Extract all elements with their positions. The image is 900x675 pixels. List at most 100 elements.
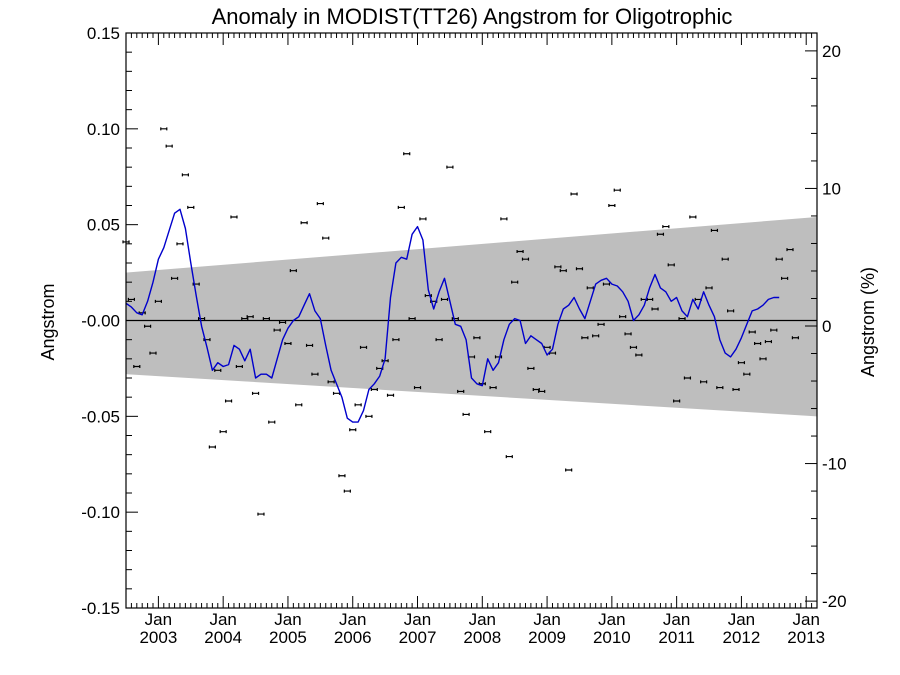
x-tick-month-label: Jan bbox=[145, 610, 172, 629]
data-point bbox=[457, 389, 465, 393]
data-point bbox=[435, 338, 443, 342]
data-point bbox=[527, 366, 535, 370]
data-point bbox=[624, 332, 632, 336]
data-point bbox=[791, 336, 800, 340]
data-point bbox=[208, 445, 216, 449]
data-point bbox=[338, 474, 346, 478]
x-tick-month-label: Jan bbox=[274, 610, 301, 629]
data-point bbox=[343, 489, 351, 493]
x-tick-month-label: Jan bbox=[598, 610, 625, 629]
y-tick-label: 0.15 bbox=[87, 24, 120, 43]
data-point bbox=[716, 386, 724, 390]
data-point bbox=[597, 322, 605, 326]
data-point bbox=[154, 299, 162, 303]
x-tick-month-label: Jan bbox=[728, 610, 755, 629]
x-tick-year-label: 2013 bbox=[787, 628, 825, 647]
data-point bbox=[602, 282, 611, 286]
trend-band bbox=[126, 217, 817, 417]
data-point bbox=[748, 330, 756, 334]
data-point bbox=[619, 315, 627, 319]
x-tick-year-label: 2010 bbox=[593, 628, 631, 647]
x-tick-year-label: 2003 bbox=[139, 628, 177, 647]
x-tick-year-label: 2011 bbox=[658, 628, 695, 647]
plot-area: 0.150.100.05-0.00-0.05-0.10-0.1520100-10… bbox=[81, 24, 846, 647]
data-point bbox=[370, 388, 378, 391]
x-tick-month-label: Jan bbox=[404, 610, 431, 629]
data-point bbox=[386, 393, 395, 397]
data-point bbox=[219, 430, 227, 434]
data-point bbox=[559, 269, 567, 273]
data-point bbox=[667, 263, 675, 267]
y-tick-label: 0.10 bbox=[87, 120, 120, 139]
data-point bbox=[446, 165, 454, 169]
data-point bbox=[732, 388, 740, 391]
data-point bbox=[651, 307, 659, 311]
data-point bbox=[629, 345, 638, 349]
data-point bbox=[775, 257, 783, 261]
data-point bbox=[257, 512, 265, 516]
data-point bbox=[565, 468, 573, 472]
x-tick-year-label: 2006 bbox=[334, 628, 372, 647]
data-point bbox=[721, 257, 729, 261]
data-point bbox=[413, 386, 422, 390]
data-point bbox=[754, 342, 762, 345]
data-point bbox=[143, 324, 152, 328]
data-point bbox=[743, 372, 751, 376]
data-point bbox=[786, 248, 794, 252]
x-tick-month-label: Jan bbox=[663, 610, 690, 629]
y-right-tick-label: 0 bbox=[822, 317, 831, 336]
data-point bbox=[349, 428, 357, 432]
data-point bbox=[392, 338, 400, 342]
data-point bbox=[613, 188, 621, 192]
data-point bbox=[170, 276, 179, 280]
data-point bbox=[176, 242, 184, 246]
x-tick-month-label: Jan bbox=[339, 610, 366, 629]
data-point bbox=[511, 280, 519, 284]
x-tick-year-label: 2004 bbox=[204, 628, 242, 647]
data-point bbox=[516, 250, 524, 253]
y-axis-label-right: Angstrom (%) bbox=[858, 267, 878, 377]
x-tick-year-label: 2007 bbox=[399, 628, 437, 647]
data-point bbox=[586, 286, 594, 290]
y-tick-label: -0.15 bbox=[81, 599, 120, 618]
data-point bbox=[241, 317, 249, 321]
data-point bbox=[770, 328, 778, 332]
data-point bbox=[656, 232, 665, 236]
data-point bbox=[521, 257, 530, 261]
data-point bbox=[538, 389, 546, 393]
x-tick-year-label: 2009 bbox=[528, 628, 566, 647]
data-point bbox=[662, 225, 670, 229]
chart-title: Anomaly in MODIST(TT26) Angstrom for Oli… bbox=[212, 4, 733, 29]
data-point bbox=[781, 276, 789, 280]
data-point bbox=[327, 380, 335, 384]
data-point bbox=[683, 376, 692, 380]
data-point bbox=[289, 269, 297, 273]
y-right-tick-label: -20 bbox=[822, 592, 847, 611]
data-point bbox=[246, 315, 254, 319]
data-point bbox=[689, 215, 697, 219]
data-point bbox=[764, 340, 773, 344]
data-point bbox=[554, 265, 562, 269]
data-point bbox=[295, 403, 303, 407]
data-point bbox=[322, 236, 330, 240]
data-point bbox=[160, 127, 168, 131]
data-point bbox=[284, 342, 292, 345]
data-point bbox=[500, 217, 508, 221]
y-tick-label: -0.05 bbox=[81, 407, 120, 426]
data-point bbox=[262, 317, 270, 321]
data-point bbox=[354, 403, 362, 407]
data-point bbox=[673, 399, 681, 403]
smoothed-line bbox=[125, 208, 780, 423]
data-point bbox=[473, 336, 481, 340]
data-point bbox=[532, 388, 540, 391]
data-point bbox=[489, 386, 497, 390]
data-point bbox=[235, 365, 243, 368]
data-point bbox=[581, 336, 589, 340]
data-point bbox=[187, 205, 195, 209]
data-point bbox=[273, 328, 281, 332]
y-right-tick-label: -10 bbox=[822, 455, 847, 474]
data-point bbox=[365, 414, 373, 418]
y-right-tick-label: 20 bbox=[822, 42, 841, 61]
data-point bbox=[230, 215, 238, 219]
